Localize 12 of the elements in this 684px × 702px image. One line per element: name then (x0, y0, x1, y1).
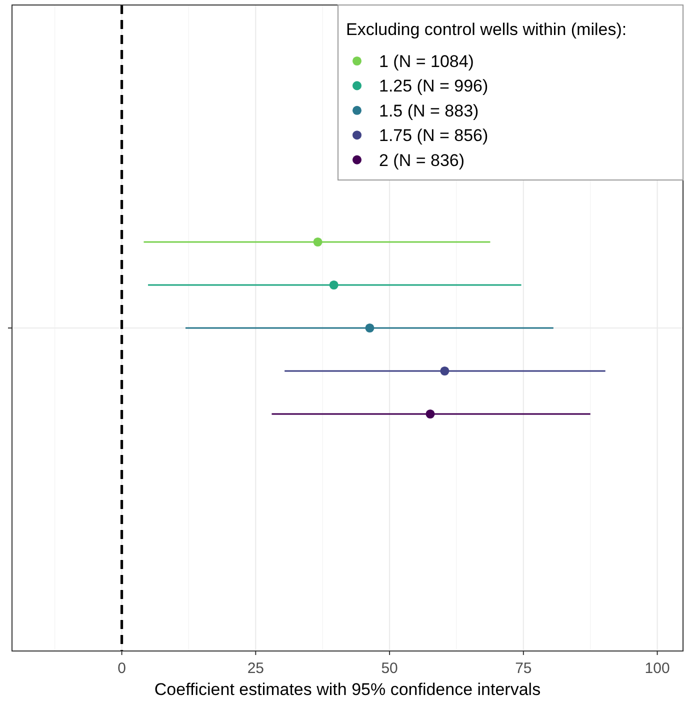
legend-label: 1.5 (N = 883) (379, 101, 479, 120)
x-tick-label: 50 (381, 660, 398, 677)
legend-label: 1.25 (N = 996) (379, 76, 488, 96)
x-axis-title: Coefficient estimates with 95% confidence intervals (154, 680, 541, 699)
legend-label: 1.75 (N = 856) (379, 126, 488, 146)
x-tick-label: 75 (515, 660, 532, 677)
legend-title: Excluding control wells within (miles): (346, 20, 627, 39)
legend-label: 2 (N = 836) (379, 150, 465, 170)
x-tick-label: 100 (644, 660, 670, 677)
x-tick-label: 25 (247, 660, 264, 677)
x-tick-label: 0 (118, 660, 126, 677)
legend-label: 1 (N = 1084) (379, 52, 474, 71)
